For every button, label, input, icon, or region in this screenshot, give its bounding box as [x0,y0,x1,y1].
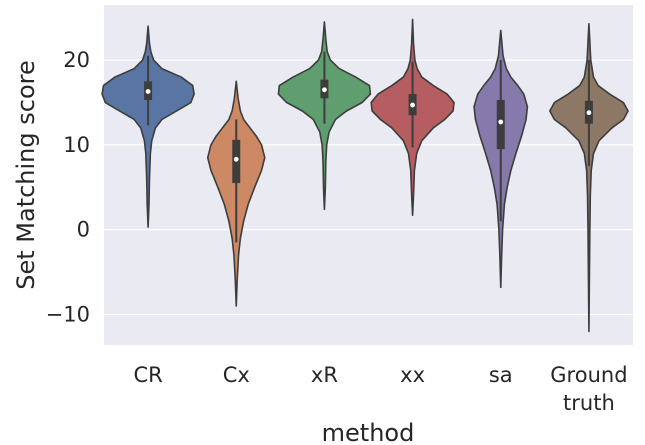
violin-xr [277,21,372,211]
violin-cx [206,80,266,307]
median-point [145,89,151,94]
violins [101,18,629,333]
violin-xx [370,18,455,217]
y-tick-label: −10 [46,302,90,326]
x-tick-label: Ground truth [550,363,627,415]
y-tick-label: 20 [63,48,90,72]
median-point [322,87,327,93]
y-tick-labels: −10 0 10 20 [46,48,90,326]
median-point [233,156,239,162]
violin-body [101,25,195,228]
plot-background [104,5,633,345]
grid-lines [104,59,633,316]
median-point [498,119,504,125]
y-tick-label: 10 [63,133,90,157]
violin-body [549,22,629,333]
violin-ground-truth [549,22,629,333]
x-tick-label: Cx [223,363,250,387]
x-tick-labels: CR Cx xR xx sa Ground truth [133,363,627,415]
x-tick-label: xx [400,363,425,387]
x-tick-label: sa [489,363,513,387]
x-tick-label: CR [133,363,162,387]
median-point [586,110,592,116]
median-point [410,102,415,108]
y-axis-label: Set Matching score [12,60,40,290]
x-axis-label: method [322,419,415,445]
y-tick-label: 0 [77,218,90,242]
x-tick-label: xR [311,363,338,387]
violin-cr [101,25,195,228]
violin-sa [473,29,529,289]
iqr-box [496,99,505,150]
